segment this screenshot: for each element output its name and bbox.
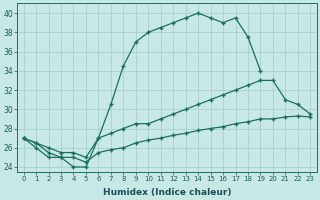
X-axis label: Humidex (Indice chaleur): Humidex (Indice chaleur) — [103, 188, 231, 197]
